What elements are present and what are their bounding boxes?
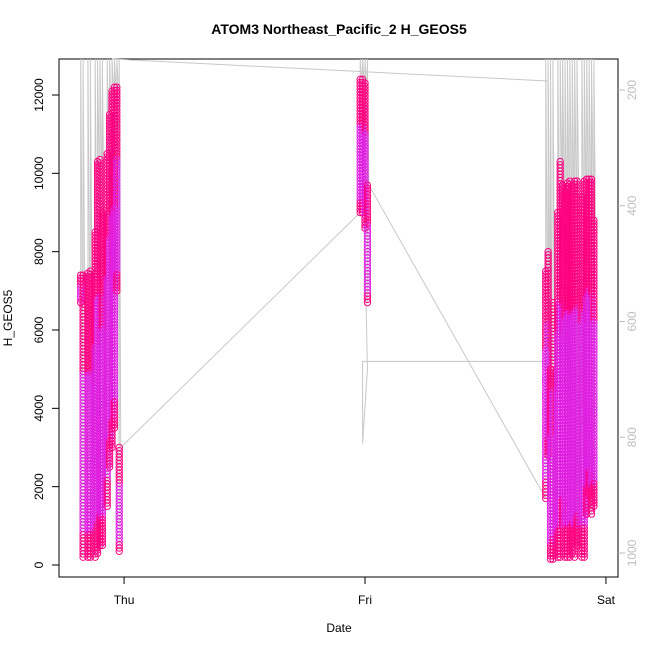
data-point [587, 510, 596, 518]
data-point [98, 538, 107, 546]
y-tick-label: 0 [32, 561, 46, 568]
trajectory-lines [80, 58, 596, 560]
data-point [105, 463, 114, 471]
y-tick-label: 8000 [32, 238, 46, 265]
data-point [580, 550, 588, 558]
x-tick-label: Fri [358, 593, 372, 607]
data-point [93, 546, 102, 554]
data-point [590, 502, 598, 510]
data-points [76, 75, 598, 563]
data-point [573, 538, 581, 546]
y-tick-label: 6000 [32, 316, 46, 343]
data-point [115, 547, 123, 555]
data-point [93, 549, 102, 557]
data-point [570, 550, 579, 558]
chart-title: ATOM3 Northeast_Pacific_2 H_GEOS5 [211, 21, 467, 37]
series-line [111, 58, 552, 495]
data-point [110, 421, 119, 429]
x-axis-label: Date [326, 621, 352, 635]
y-tick-label: 2000 [32, 473, 46, 500]
data-point [590, 499, 598, 507]
series-line [80, 58, 596, 560]
data-point [103, 499, 111, 507]
secondary-y-tick-label: 800 [625, 427, 639, 447]
data-point [363, 298, 372, 307]
data-point [113, 287, 121, 295]
data-point [105, 460, 114, 468]
y-tick-label: 10000 [32, 156, 46, 190]
secondary-y-tick-label: 600 [625, 311, 639, 331]
y-tick-label: 4000 [32, 395, 46, 422]
secondary-y-tick-label: 400 [625, 195, 639, 215]
data-point [103, 502, 111, 510]
data-point [108, 440, 116, 448]
data-point [549, 552, 557, 560]
data-point [98, 541, 107, 550]
data-point [108, 443, 116, 452]
plot-frame [58, 58, 619, 578]
data-point [115, 544, 123, 552]
data-point [580, 553, 588, 561]
secondary-y-tick-label: 1000 [625, 539, 639, 566]
data-point [363, 295, 372, 304]
data-point [570, 553, 579, 561]
y-tick-label: 12000 [32, 78, 46, 112]
x-tick-label: Thu [114, 593, 135, 607]
data-point [110, 424, 119, 432]
secondary-y-tick-label: 200 [625, 80, 639, 100]
data-point [113, 283, 121, 292]
axes: 0 2000 4000 6000 8000 10000 12000 200 400 600 800 1… [32, 78, 639, 607]
data-point [573, 541, 581, 550]
x-tick-label: Sat [597, 593, 616, 607]
y-axis-label: H_GEOS5 [1, 289, 15, 346]
data-point [91, 553, 99, 561]
data-point [587, 507, 596, 515]
plot-area [58, 58, 619, 578]
series-line [362, 251, 549, 444]
data-point [549, 555, 557, 563]
